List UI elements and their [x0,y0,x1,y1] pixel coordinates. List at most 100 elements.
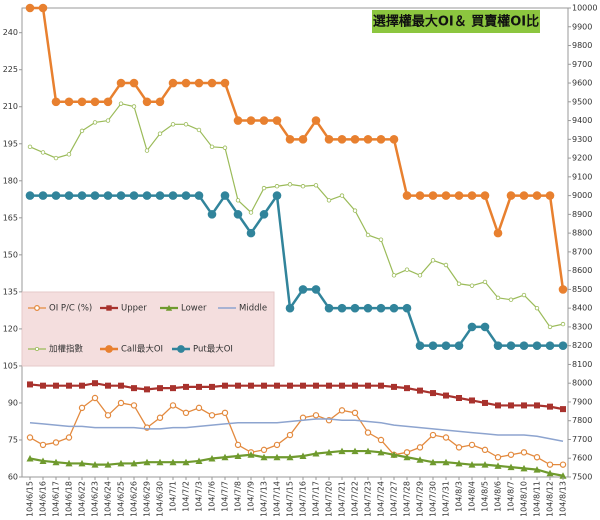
point [326,382,332,389]
point [519,341,529,350]
point [376,135,386,144]
legend-label: Put最大OI [193,344,233,355]
point [51,97,61,107]
point [402,191,412,200]
point [350,303,360,313]
point [273,453,281,461]
point [494,454,502,461]
point [220,191,230,200]
point [285,135,295,144]
point [52,439,60,446]
point [65,434,73,441]
point [170,385,176,392]
point [417,387,423,394]
point [25,191,35,200]
point [311,285,321,294]
point [545,341,555,350]
point [260,446,268,454]
point [118,382,124,389]
point [246,228,256,238]
series-line [30,6,565,290]
y2-tick-label: 7900 [572,397,592,406]
point [274,382,280,389]
legend-box [21,291,275,367]
point [78,404,86,412]
point [235,198,241,203]
point [90,97,100,107]
point [337,303,347,313]
point [53,382,59,389]
x-tick-label: 104/6/18 [65,481,74,516]
point [428,341,438,350]
point [64,191,74,200]
point [90,191,100,200]
point [339,382,345,389]
legend-marker [165,304,173,311]
x-tick-label: 104/7/6 [208,481,217,512]
x-tick-label: 104/6/30 [156,481,165,516]
point [91,461,99,468]
point [454,341,464,350]
y2-tick-label: 9200 [572,154,592,163]
point [143,458,151,466]
point [248,210,254,215]
point [442,458,450,466]
x-tick-label: 104/6/15 [26,481,35,516]
point [195,457,203,464]
point [287,382,293,389]
y2-tick-label: 8900 [572,210,592,219]
point [469,283,475,288]
point [312,450,320,457]
point [142,191,152,200]
y-tick-label: 150 [3,250,18,259]
point [455,459,463,467]
legend-label: Call最大OI [121,344,163,355]
point [40,382,46,389]
x-tick-label: 104/7/9 [247,481,256,512]
point [157,131,163,136]
point [77,97,87,107]
point [559,472,567,479]
y2-tick-label: 8500 [572,285,592,294]
x-tick-label: 104/7/29 [416,481,425,516]
point [66,152,72,157]
point [441,191,451,200]
x-tick-label: 104/8/6 [494,481,503,512]
y2-tick-label: 9400 [572,116,592,125]
y-tick-label: 120 [3,324,18,333]
x-tick-label: 104/7/21 [338,481,347,516]
point [443,262,449,268]
x-tick-label: 104/7/31 [442,481,451,516]
y-tick-label: 90 [8,398,18,407]
x-tick-label: 104/7/28 [403,481,412,516]
point [222,382,228,389]
point [196,127,202,133]
point [377,436,385,444]
point [404,385,410,392]
y-tick-label: 75 [8,435,18,444]
x-tick-label: 104/6/24 [104,481,113,516]
point [181,78,191,88]
point [454,191,464,200]
point [508,297,514,302]
point [520,464,528,472]
legend-marker [34,305,40,311]
point [441,341,451,350]
point [131,385,137,392]
point [493,228,503,238]
x-tick-label: 104/6/25 [117,481,126,516]
point [168,191,178,200]
point [429,458,437,466]
y-tick-label: 180 [3,176,18,185]
point [391,383,397,390]
point [506,191,516,200]
point [402,303,412,313]
point [558,341,568,350]
point [337,135,347,144]
point [442,434,450,441]
point [79,382,85,389]
point [298,135,308,144]
point [547,324,553,330]
point [430,258,436,263]
